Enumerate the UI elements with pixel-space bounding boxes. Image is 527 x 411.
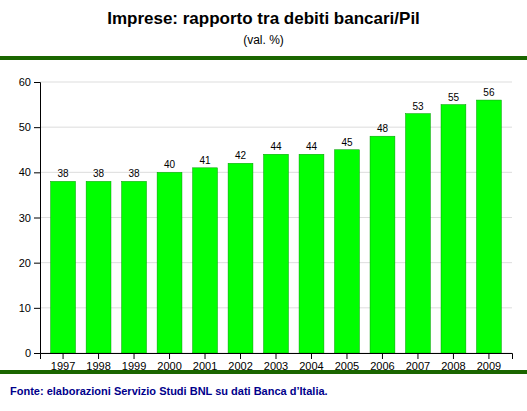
y-tick: 50 <box>19 121 40 133</box>
data-label: 38 <box>128 168 140 179</box>
data-labels: 38 38 38 40 41 42 44 44 45 48 53 55 56 <box>58 87 495 179</box>
x-tick: 2001 <box>193 353 217 372</box>
x-tick: 2004 <box>299 353 323 372</box>
data-label: 38 <box>93 168 105 179</box>
data-label: 53 <box>412 101 424 112</box>
bar <box>86 181 111 353</box>
data-label: 44 <box>306 141 318 152</box>
y-tick-mark <box>34 218 40 219</box>
x-tick: 2008 <box>441 353 465 372</box>
plot: 0 10 20 30 40 50 60 1997 1998 1999 2000 2001 2002 200… <box>19 76 513 372</box>
footer: Fonte: elaborazioni Servizio Studi BNL s… <box>10 385 328 397</box>
y-axis: 0 10 20 30 40 50 60 <box>19 76 41 359</box>
subtitle: (val. %) <box>243 33 284 47</box>
y-tick-label: 40 <box>19 166 31 178</box>
data-label: 40 <box>164 159 176 170</box>
bar <box>406 114 431 353</box>
y-tick: 20 <box>19 257 40 269</box>
bars <box>51 100 502 353</box>
y-tick: 40 <box>19 166 40 178</box>
data-label: 44 <box>270 141 282 152</box>
x-tick: 2007 <box>406 353 430 372</box>
bar <box>193 168 218 353</box>
x-tick: 2000 <box>157 353 181 372</box>
y-tick-label: 50 <box>19 121 31 133</box>
bar <box>264 154 289 353</box>
y-axis-line <box>34 83 41 354</box>
x-tick-mark <box>488 353 489 359</box>
x-tick-mark <box>453 353 454 359</box>
x-tick-mark <box>382 353 383 359</box>
y-tick-label: 10 <box>19 302 31 314</box>
data-label: 38 <box>58 168 70 179</box>
data-label: 55 <box>448 92 460 103</box>
y-tick-mark <box>34 353 40 354</box>
data-label: 45 <box>341 137 353 148</box>
y-tick: 60 <box>19 76 40 88</box>
bar <box>299 154 324 353</box>
x-tick-mark <box>63 353 64 359</box>
y-tick-label: 30 <box>19 212 31 224</box>
header-rule <box>0 56 527 60</box>
x-tick: 1997 <box>51 353 75 372</box>
bar <box>51 181 76 353</box>
x-tick-mark <box>417 353 418 359</box>
x-tick-mark <box>240 353 241 359</box>
bar <box>335 150 360 353</box>
x-tick-mark <box>98 353 99 359</box>
y-tick-mark <box>34 263 40 264</box>
y-tick-label: 0 <box>25 347 31 359</box>
x-tick-mark <box>169 353 170 359</box>
x-tick-mark <box>311 353 312 359</box>
data-label: 41 <box>199 155 211 166</box>
bar <box>228 163 253 353</box>
x-tick: 2006 <box>370 353 394 372</box>
y-tick: 0 <box>25 347 40 359</box>
y-tick-mark <box>34 127 40 128</box>
x-tick: 2002 <box>228 353 252 372</box>
x-tick: 2005 <box>335 353 359 372</box>
x-tick: 2009 <box>477 353 501 372</box>
grid-line <box>40 82 512 83</box>
title: Imprese: rapporto tra debiti bancari/Pil <box>107 9 420 28</box>
x-tick: 2003 <box>264 353 288 372</box>
bar <box>477 100 502 353</box>
chart: Imprese: rapporto tra debiti bancari/Pil… <box>0 0 527 411</box>
bar <box>441 105 466 353</box>
y-tick-mark <box>34 82 40 83</box>
y-tick-mark <box>34 308 40 309</box>
x-tick: 1998 <box>86 353 110 372</box>
y-tick: 30 <box>19 212 40 224</box>
data-label: 48 <box>377 123 389 134</box>
data-label: 42 <box>235 150 247 161</box>
bar <box>157 172 182 353</box>
bar <box>122 181 147 353</box>
y-tick-label: 60 <box>19 76 31 88</box>
x-tick-mark <box>346 353 347 359</box>
x-tick-mark <box>134 353 135 359</box>
x-axis: 1997 1998 1999 2000 2001 2002 2003 2004 2005 2006… <box>41 353 513 372</box>
x-axis-line <box>41 354 513 360</box>
data-label: 56 <box>483 87 495 98</box>
grid <box>40 82 512 353</box>
x-tick-mark <box>276 353 277 359</box>
bar <box>370 136 395 353</box>
y-tick-label: 20 <box>19 257 31 269</box>
footer-rule <box>0 370 527 374</box>
y-tick-mark <box>34 172 40 173</box>
y-tick: 10 <box>19 302 40 314</box>
x-tick-mark <box>205 353 206 359</box>
x-tick: 1999 <box>122 353 146 372</box>
